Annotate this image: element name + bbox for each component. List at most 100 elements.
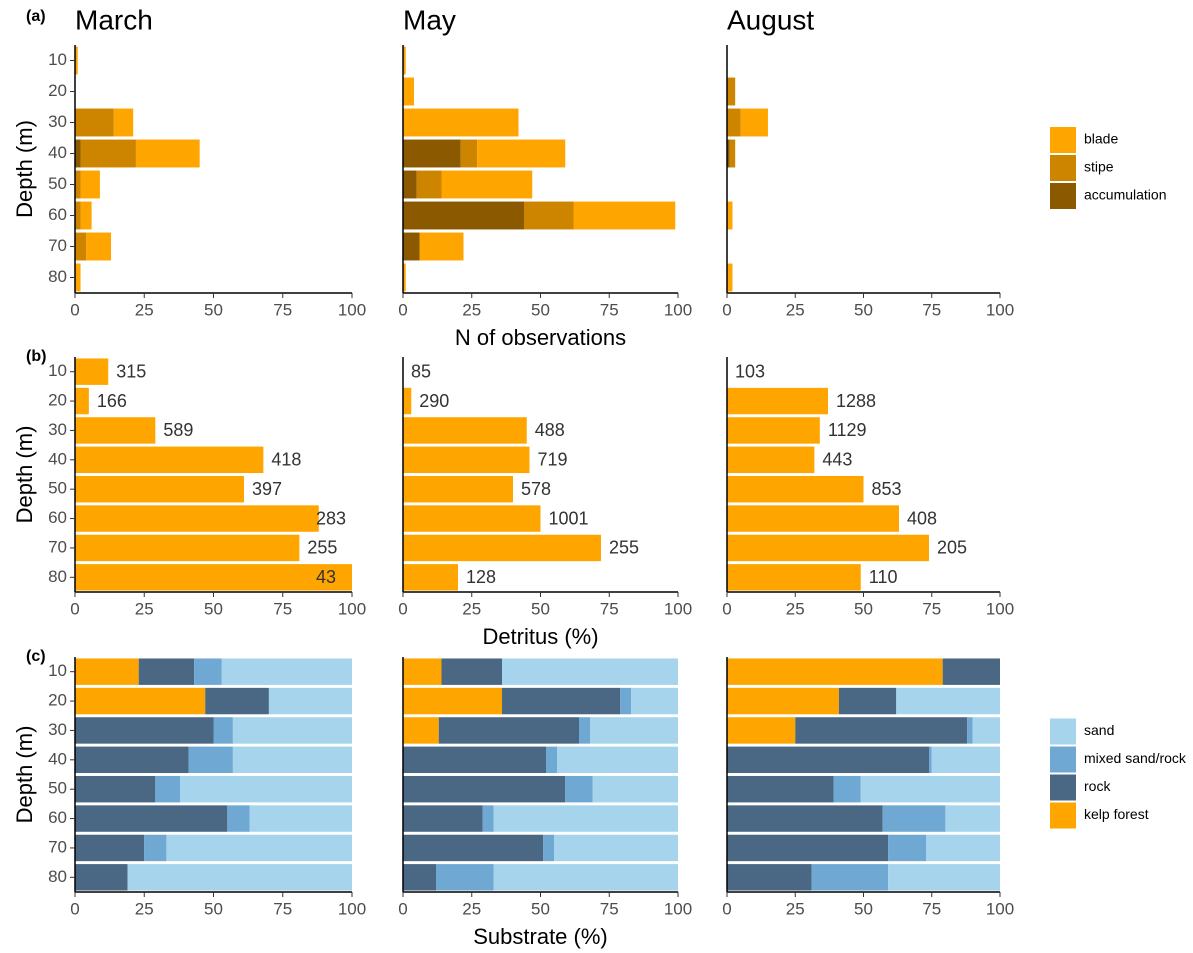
x-tick-label: 100 bbox=[664, 899, 692, 918]
bar-segment bbox=[86, 232, 112, 261]
bar-segment bbox=[205, 687, 269, 715]
bar-segment bbox=[403, 139, 461, 168]
x-tick-label: 25 bbox=[135, 599, 154, 618]
bar-segment bbox=[929, 746, 932, 774]
x-tick-label: 75 bbox=[600, 899, 619, 918]
bar-segment bbox=[75, 263, 81, 292]
count-label: 418 bbox=[271, 450, 301, 470]
bar-segment bbox=[477, 139, 566, 168]
bar-segment bbox=[75, 658, 139, 685]
bar bbox=[727, 564, 861, 591]
legend-swatch bbox=[1050, 802, 1076, 829]
x-tick-label: 75 bbox=[273, 899, 292, 918]
bar-segment bbox=[565, 775, 593, 803]
legend-swatch bbox=[1050, 774, 1076, 801]
count-label: 1129 bbox=[828, 420, 867, 440]
count-label: 719 bbox=[538, 450, 568, 470]
legend-label: blade bbox=[1084, 131, 1118, 147]
bar-segment bbox=[75, 687, 206, 715]
x-tick-label: 25 bbox=[786, 300, 805, 319]
bar-segment bbox=[438, 717, 579, 744]
bar-segment bbox=[811, 864, 889, 891]
count-label: 283 bbox=[316, 508, 346, 528]
bar bbox=[75, 417, 156, 444]
bar-segment bbox=[180, 775, 352, 803]
bar-segment bbox=[194, 658, 222, 685]
bar-segment bbox=[419, 232, 464, 261]
bar-segment bbox=[75, 201, 81, 230]
bar-segment bbox=[493, 805, 678, 832]
bar-segment bbox=[896, 687, 1000, 715]
bar-segment bbox=[403, 775, 566, 803]
y-tick-label: 30 bbox=[48, 720, 67, 739]
legend-swatch bbox=[1050, 718, 1076, 745]
count-label: 166 bbox=[97, 391, 127, 411]
y-tick-label: 20 bbox=[48, 81, 67, 100]
x-tick-label: 75 bbox=[273, 300, 292, 319]
bar-segment bbox=[403, 717, 439, 744]
bar bbox=[75, 446, 264, 474]
x-tick-label: 0 bbox=[398, 300, 407, 319]
bar-segment bbox=[403, 263, 406, 292]
y-tick-label: 50 bbox=[48, 479, 67, 498]
bar-segment bbox=[403, 746, 546, 774]
bar-segment bbox=[727, 139, 730, 168]
bar-segment bbox=[441, 658, 502, 685]
bar-segment bbox=[482, 805, 494, 832]
y-tick-label: 40 bbox=[48, 143, 67, 162]
legend-swatch bbox=[1050, 746, 1076, 773]
bar-segment bbox=[579, 717, 590, 744]
bar bbox=[403, 387, 412, 415]
bar-segment bbox=[727, 775, 834, 803]
y-tick-label: 70 bbox=[48, 837, 67, 856]
x-tick-label: 25 bbox=[462, 899, 481, 918]
panel-label: (b) bbox=[26, 348, 46, 365]
x-axis-title: Substrate (%) bbox=[473, 924, 608, 949]
y-tick-label: 80 bbox=[48, 267, 67, 286]
bar-segment bbox=[127, 864, 352, 891]
bar-segment bbox=[546, 746, 557, 774]
y-tick-label: 10 bbox=[48, 50, 67, 69]
bar-segment bbox=[727, 834, 889, 862]
x-tick-label: 75 bbox=[922, 899, 941, 918]
bar bbox=[727, 387, 829, 415]
bar-segment bbox=[543, 834, 555, 862]
x-tick-label: 75 bbox=[273, 599, 292, 618]
bar-segment bbox=[113, 108, 134, 137]
bar-segment bbox=[403, 687, 502, 715]
bar-segment bbox=[888, 864, 1000, 891]
x-tick-label: 100 bbox=[338, 599, 366, 618]
bar-segment bbox=[620, 687, 632, 715]
bar-segment bbox=[416, 170, 442, 199]
bar-segment bbox=[727, 658, 943, 685]
y-axis-title: Depth (m) bbox=[12, 120, 37, 218]
x-axis-title: N of observations bbox=[455, 325, 626, 350]
bar-segment bbox=[727, 263, 733, 292]
bar bbox=[403, 505, 541, 532]
x-tick-label: 50 bbox=[204, 300, 223, 319]
bar-segment bbox=[441, 170, 533, 199]
count-label: 443 bbox=[822, 450, 852, 470]
bar-segment bbox=[926, 834, 1000, 862]
bar-segment bbox=[740, 108, 768, 137]
x-tick-label: 100 bbox=[986, 599, 1014, 618]
bar bbox=[403, 417, 527, 444]
bar-segment bbox=[80, 201, 92, 230]
bar-segment bbox=[502, 658, 678, 685]
bar-segment bbox=[403, 232, 420, 261]
y-tick-label: 20 bbox=[48, 691, 67, 710]
x-tick-label: 75 bbox=[922, 599, 941, 618]
legend-label: accumulation bbox=[1084, 187, 1167, 203]
bar-segment bbox=[80, 139, 136, 168]
bar-segment bbox=[135, 139, 200, 168]
y-tick-label: 50 bbox=[48, 174, 67, 193]
bar-segment bbox=[493, 864, 678, 891]
bar-segment bbox=[860, 775, 1000, 803]
x-tick-label: 100 bbox=[664, 300, 692, 319]
y-tick-label: 60 bbox=[48, 205, 67, 224]
count-label: 255 bbox=[307, 538, 337, 558]
bar bbox=[403, 475, 513, 503]
y-axis-title: Depth (m) bbox=[12, 426, 37, 524]
bar-segment bbox=[403, 805, 483, 832]
x-tick-label: 0 bbox=[722, 599, 731, 618]
